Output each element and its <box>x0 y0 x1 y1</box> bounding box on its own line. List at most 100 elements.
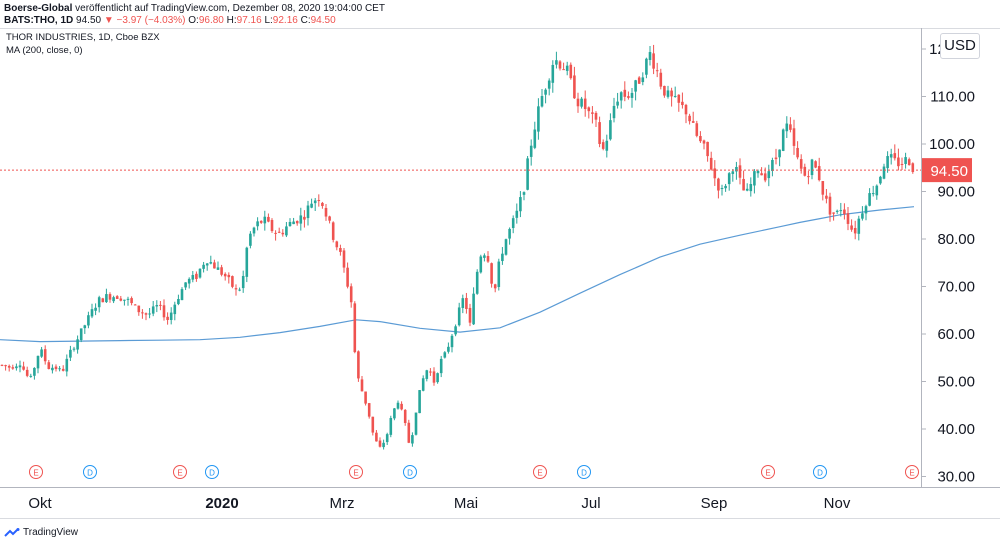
candle-body <box>11 367 15 369</box>
candle-body <box>69 349 72 358</box>
symbol-label: BATS:THO, 1D <box>4 15 74 26</box>
chart-legend-indicator[interactable]: MA (200, close, 0) <box>6 45 83 56</box>
candle-body <box>18 365 22 368</box>
candle-body <box>357 351 360 379</box>
candle-body <box>331 222 335 240</box>
y-tick-label: 110.00 <box>930 89 975 106</box>
candle-body <box>418 390 421 414</box>
candle-body <box>886 156 889 169</box>
candle-body <box>670 90 673 97</box>
candle-body <box>479 256 483 273</box>
price-chart[interactable]: 94.50 30.00 40.00 50.00 60.00 70.00 80.00 90.0… <box>0 0 1000 520</box>
candle-body <box>457 307 461 326</box>
candle-body <box>270 219 274 232</box>
candle-body <box>843 209 846 215</box>
dividend-event-marker[interactable]: D <box>813 465 827 479</box>
candle-body <box>198 268 202 278</box>
candle-body <box>65 358 69 372</box>
earnings-event-marker[interactable]: E <box>349 465 363 479</box>
candle-body <box>328 216 331 221</box>
earnings-event-marker[interactable]: E <box>29 465 43 479</box>
candle-body <box>609 120 612 140</box>
candle-body <box>576 98 580 107</box>
candle-body <box>148 313 151 315</box>
candle-body <box>439 358 443 374</box>
candle-body <box>51 367 54 371</box>
candle-body <box>591 112 594 114</box>
candle-body <box>22 366 25 370</box>
candle-body <box>861 213 864 219</box>
candle-body <box>731 171 735 174</box>
dividend-event-marker[interactable]: D <box>403 465 417 479</box>
event-label: D <box>209 469 215 478</box>
candle-body <box>688 115 691 122</box>
candle-body <box>702 140 706 144</box>
ohlc-line: BATS:THO, 1D 94.50 ▼ −3.97 (−4.03%) O:96… <box>4 15 336 26</box>
event-circle <box>83 465 97 479</box>
candle-body <box>850 225 853 230</box>
candle-body <box>897 157 900 167</box>
candle-body <box>691 121 695 123</box>
candle-body <box>321 202 324 207</box>
candle-body <box>425 370 429 379</box>
earnings-event-marker[interactable]: E <box>761 465 775 479</box>
candle-body <box>61 368 65 371</box>
tradingview-logo[interactable]: TradingView <box>4 527 78 538</box>
candle-body <box>637 77 641 84</box>
candle-body <box>94 307 97 311</box>
candle-body <box>97 297 101 308</box>
candle-body <box>76 339 79 350</box>
candle-body <box>429 371 432 373</box>
candle-body <box>551 64 555 83</box>
y-tick-label: 30.00 <box>937 469 975 486</box>
candle-body <box>119 298 123 301</box>
candle-body <box>385 434 389 443</box>
candle-body <box>375 432 378 442</box>
candle-body <box>648 52 652 60</box>
x-tick-label: Nov <box>824 495 851 512</box>
candle-body <box>893 153 897 159</box>
candle-body <box>299 215 303 224</box>
candle-body <box>879 176 882 184</box>
candle-body <box>33 367 36 376</box>
candle-body <box>43 349 47 362</box>
candle-body <box>443 352 447 358</box>
candle-body <box>339 248 342 252</box>
candle-body <box>720 188 724 190</box>
candle-body <box>745 188 749 191</box>
candle-body <box>180 289 184 301</box>
candle-body <box>205 263 209 266</box>
candle-body <box>630 92 634 98</box>
candle-body <box>839 210 843 212</box>
candle-body <box>40 349 43 357</box>
candle-body <box>724 185 727 189</box>
dividend-event-marker[interactable]: D <box>83 465 97 479</box>
candle-body <box>846 213 850 224</box>
dividend-event-marker[interactable]: D <box>205 465 219 479</box>
candle-body <box>767 171 771 179</box>
candle-body <box>709 157 713 170</box>
candle-body <box>238 289 241 291</box>
candle-body <box>497 261 501 288</box>
candle-body <box>155 305 159 307</box>
candle-body <box>4 365 7 367</box>
tradingview-icon <box>4 527 20 537</box>
candle-body <box>673 95 677 97</box>
candle-body <box>835 210 839 212</box>
event-circle <box>205 465 219 479</box>
earnings-event-marker[interactable]: E <box>533 465 547 479</box>
currency-button[interactable]: USD <box>940 33 980 59</box>
candle-body <box>522 192 526 195</box>
candle-body <box>195 273 198 280</box>
earnings-event-marker[interactable]: E <box>905 465 919 479</box>
dividend-event-marker[interactable]: D <box>577 465 591 479</box>
candle-body <box>857 218 861 234</box>
last-price-badge <box>922 158 972 183</box>
candle-body <box>796 147 799 158</box>
candle-body <box>353 303 357 353</box>
candle-body <box>79 328 83 341</box>
event-circle <box>761 465 775 479</box>
candle-body <box>911 163 915 172</box>
earnings-event-marker[interactable]: E <box>173 465 187 479</box>
candle-body <box>907 159 911 166</box>
